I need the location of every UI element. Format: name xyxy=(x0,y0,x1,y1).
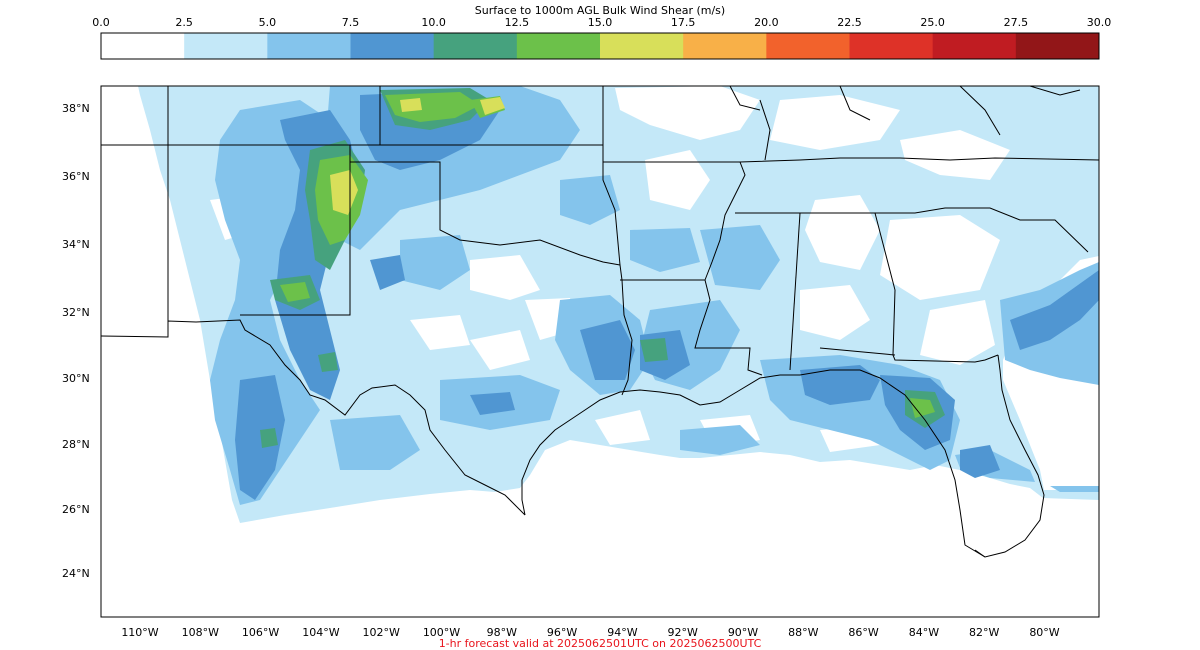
map-frame xyxy=(100,85,1100,618)
latitude-label: 32°N xyxy=(62,306,90,319)
latitude-label: 28°N xyxy=(62,438,90,451)
colorbar-segment xyxy=(766,33,850,59)
longitude-label: 84°W xyxy=(908,626,940,639)
longitude-label: 98°W xyxy=(486,626,517,639)
colorbar xyxy=(100,32,1100,60)
latitude-label: 26°N xyxy=(62,503,90,516)
colorbar-tick-label: 7.5 xyxy=(341,16,360,29)
colorbar-segment xyxy=(683,33,767,59)
longitude-label: 108°W xyxy=(181,626,219,639)
colorbar-segment xyxy=(1015,33,1100,59)
longitude-label: 102°W xyxy=(362,626,400,639)
longitude-label: 100°W xyxy=(422,626,461,639)
chart-title: Surface to 1000m AGL Bulk Wind Shear (m/… xyxy=(474,4,726,17)
colorbar-tick-label: 25.0 xyxy=(920,16,945,29)
longitude-label: 86°W xyxy=(848,626,879,639)
colorbar-segment xyxy=(516,33,601,59)
longitude-label: 80°W xyxy=(1029,626,1060,639)
colorbar-tick-label: 20.0 xyxy=(754,16,779,29)
colorbar-segment xyxy=(184,33,268,59)
colorbar-tick-label: 2.5 xyxy=(175,16,193,29)
colorbar-tick-label: 17.5 xyxy=(670,16,696,29)
latitude-label: 36°N xyxy=(62,170,90,183)
colorbar-segment xyxy=(600,33,684,59)
colorbar-segment xyxy=(932,33,1017,59)
colorbar-tick-label: 15.0 xyxy=(587,16,613,29)
colorbar-segment xyxy=(350,33,435,59)
longitude-label: 106°W xyxy=(241,626,280,639)
colorbar-tick-label: 12.5 xyxy=(504,16,530,29)
shear-field-gaps xyxy=(210,86,1010,452)
colorbar-segment xyxy=(849,33,934,59)
latitude-label: 30°N xyxy=(62,372,90,385)
shear-field-15-17.5 xyxy=(330,97,505,215)
longitude-label: 110°W xyxy=(121,626,159,639)
map-area xyxy=(101,86,1099,617)
colorbar-tick-label: 10.0 xyxy=(421,16,446,29)
colorbar-tick-label: 30.0 xyxy=(1086,16,1112,29)
longitude-label: 82°W xyxy=(969,626,1000,639)
colorbar-tick-label: 27.5 xyxy=(1003,16,1029,29)
colorbar-tick-label: 22.5 xyxy=(837,16,862,29)
colorbar-frame xyxy=(100,32,1100,60)
latitude-label: 24°N xyxy=(62,567,90,580)
longitude-label: 94°W xyxy=(607,626,638,639)
longitude-label: 104°W xyxy=(302,626,340,639)
longitude-label: 90°W xyxy=(727,626,759,639)
longitude-label: 92°W xyxy=(667,626,698,639)
longitude-label: 96°W xyxy=(546,626,578,639)
colorbar-segment xyxy=(101,33,185,59)
political-boundaries xyxy=(101,86,1099,558)
latitude-label: 34°N xyxy=(62,238,90,251)
forecast-caption: 1-hr forecast valid at 2025062501UTC on … xyxy=(438,637,762,650)
longitude-label: 88°W xyxy=(788,626,819,639)
latitude-label: 38°N xyxy=(62,102,90,115)
colorbar-tick-label: 5.0 xyxy=(258,16,277,29)
colorbar-tick-label: 0.0 xyxy=(92,16,110,29)
colorbar-segment xyxy=(433,33,518,59)
colorbar-segment xyxy=(267,33,351,59)
